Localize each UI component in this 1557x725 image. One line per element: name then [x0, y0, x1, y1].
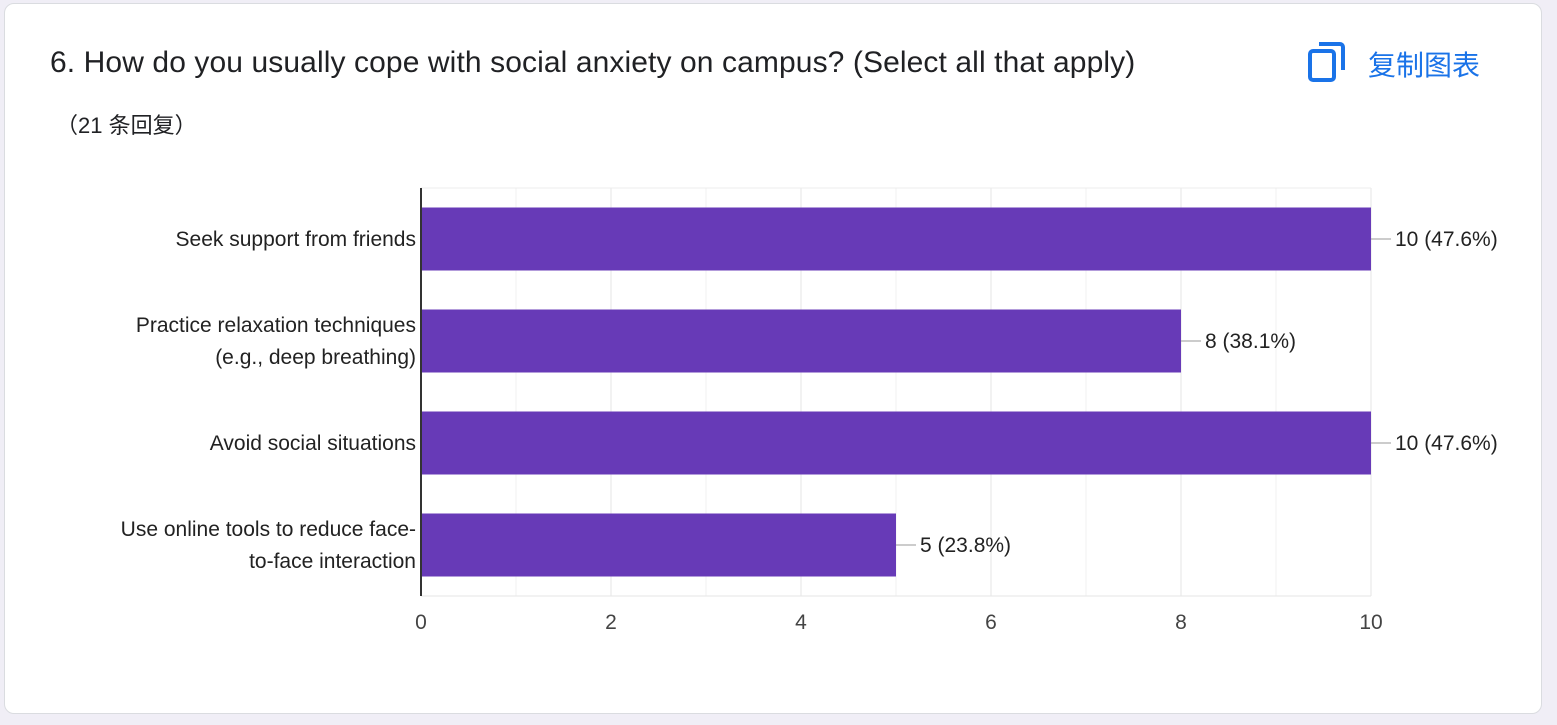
data-label: 10 (47.6%) [1395, 432, 1498, 455]
category-label-line: to-face interaction [249, 550, 416, 573]
category-label-line: Use online tools to reduce face- [121, 518, 416, 541]
x-tick-label: 8 [1175, 611, 1187, 634]
data-label: 10 (47.6%) [1395, 228, 1498, 251]
data-label: 5 (23.8%) [920, 534, 1011, 557]
bar [421, 513, 896, 577]
x-tick-label: 4 [795, 611, 807, 634]
copy-chart-button[interactable]: 复制图表 [1306, 40, 1480, 88]
bar [421, 309, 1181, 373]
category-label: Use online tools to reduce face-to-face … [121, 518, 416, 573]
bar [421, 207, 1371, 271]
data-label: 8 (38.1%) [1205, 330, 1296, 353]
bar [421, 411, 1371, 475]
category-label-line: Avoid social situations [210, 432, 416, 455]
x-tick-label: 0 [415, 611, 427, 634]
x-tick-label: 2 [605, 611, 617, 634]
copy-icon [1306, 40, 1368, 89]
x-tick-label: 10 [1359, 611, 1382, 634]
category-label: Seek support from friends [176, 228, 416, 251]
category-label-line: Practice relaxation techniques [136, 314, 416, 337]
response-count: （21 条回复） [56, 113, 197, 138]
category-label-line: (e.g., deep breathing) [215, 346, 416, 369]
category-label: Practice relaxation techniques (e.g., dee… [136, 314, 416, 369]
question-title: 6. How do you usually cope with social a… [50, 46, 1136, 79]
x-tick-label: 6 [985, 611, 997, 634]
category-label: Avoid social situations [210, 432, 416, 455]
copy-chart-label: 复制图表 [1368, 50, 1481, 81]
category-label-line: Seek support from friends [176, 228, 416, 251]
